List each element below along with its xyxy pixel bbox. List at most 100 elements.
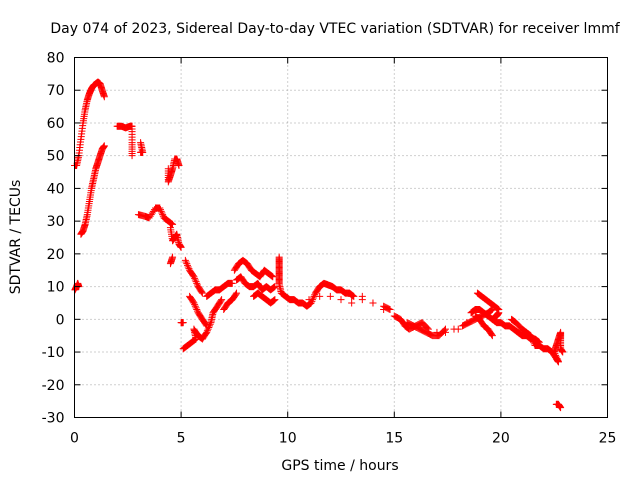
- data-point: [337, 296, 345, 304]
- y-tick-labels: -30 -20 -10 0 10 20 30 40 50 60 70 80: [42, 51, 65, 427]
- data-point: [193, 306, 201, 313]
- data-point: [369, 299, 377, 307]
- y-axis-label: SDTVAR / TECUs: [8, 180, 24, 295]
- data-point: [198, 288, 206, 296]
- data-point: [270, 283, 278, 291]
- data-point: [100, 93, 108, 101]
- data-point: [179, 319, 187, 327]
- data-point: [204, 325, 212, 333]
- data-point: [192, 278, 200, 286]
- data-point: [270, 296, 278, 304]
- plot-frame: [74, 57, 608, 418]
- data-point: [228, 279, 236, 287]
- data-point: [305, 296, 313, 304]
- data-point: [316, 292, 324, 300]
- data-point: [166, 260, 174, 268]
- data-point: [184, 263, 192, 271]
- data-point: [203, 327, 211, 335]
- x-tick-label: 0: [70, 431, 79, 447]
- y-tick-label: -20: [42, 378, 65, 394]
- axis-ticks: [74, 57, 608, 418]
- data-point: [218, 296, 226, 304]
- data-point: [386, 306, 394, 313]
- y-tick-label: 20: [47, 247, 65, 263]
- data-point: [198, 289, 206, 297]
- x-tick-label: 15: [385, 431, 403, 447]
- data-point: [440, 326, 448, 334]
- data-point: [380, 306, 388, 313]
- data-point: [206, 320, 214, 328]
- y-tick-label: 10: [47, 280, 65, 296]
- data-point: [554, 358, 562, 366]
- data-point: [488, 306, 496, 314]
- data-point: [182, 258, 190, 266]
- data-point: [193, 279, 201, 287]
- y-tick-label: 50: [47, 149, 65, 165]
- data-point: [529, 337, 537, 345]
- data-point: [463, 319, 471, 327]
- data-points: [71, 78, 567, 412]
- data-point: [527, 332, 535, 340]
- data-point: [183, 261, 191, 269]
- data-point: [553, 355, 561, 363]
- data-point: [217, 297, 225, 305]
- data-point: [385, 305, 393, 313]
- data-point: [358, 292, 366, 300]
- data-point: [191, 301, 199, 309]
- data-point: [156, 206, 164, 214]
- data-point: [349, 292, 357, 300]
- data-point: [158, 209, 166, 217]
- data-point: [269, 297, 277, 305]
- x-tick-label: 20: [492, 431, 510, 447]
- data-point: [487, 307, 495, 315]
- data-point: [100, 142, 108, 150]
- data-point: [157, 207, 165, 215]
- data-point: [191, 276, 199, 284]
- data-point: [203, 322, 211, 330]
- data-point: [552, 353, 560, 361]
- x-tick-label: 5: [177, 431, 186, 447]
- data-point: [192, 304, 200, 312]
- data-point: [271, 296, 279, 304]
- data-point: [554, 356, 562, 364]
- data-point: [527, 333, 535, 341]
- data-point: [557, 404, 565, 412]
- data-point: [441, 325, 449, 333]
- data-point: [269, 284, 277, 292]
- data-point: [168, 220, 176, 228]
- data-point: [159, 211, 167, 219]
- data-point: [175, 162, 183, 169]
- data-point: [190, 299, 198, 307]
- data-point: [167, 219, 175, 227]
- y-tick-label: -30: [42, 411, 65, 427]
- data-point: [559, 348, 567, 356]
- data-point: [203, 328, 211, 336]
- data-point: [232, 290, 240, 298]
- x-tick-label: 10: [279, 431, 297, 447]
- data-point: [267, 272, 275, 280]
- data-point: [156, 204, 164, 212]
- data-point: [528, 335, 536, 343]
- y-tick-label: 60: [47, 116, 65, 132]
- data-point: [454, 325, 462, 333]
- y-tick-label: 0: [56, 312, 65, 328]
- data-point: [326, 292, 334, 300]
- data-point: [233, 289, 241, 297]
- grid: [74, 57, 608, 418]
- chart-title: Day 074 of 2023, Sidereal Day-to-day VTE…: [50, 21, 620, 37]
- data-point: [202, 321, 210, 329]
- data-point: [268, 272, 276, 280]
- x-axis-label: GPS time / hours: [281, 458, 398, 474]
- data-point: [191, 302, 199, 310]
- data-point: [488, 332, 496, 340]
- data-point: [190, 273, 198, 281]
- data-point: [128, 152, 136, 160]
- data-point: [269, 273, 277, 281]
- data-point: [183, 260, 191, 268]
- data-point: [181, 256, 189, 264]
- data-point: [177, 243, 185, 251]
- data-point: [309, 294, 317, 302]
- y-tick-label: -10: [42, 345, 65, 361]
- data-point: [488, 331, 496, 339]
